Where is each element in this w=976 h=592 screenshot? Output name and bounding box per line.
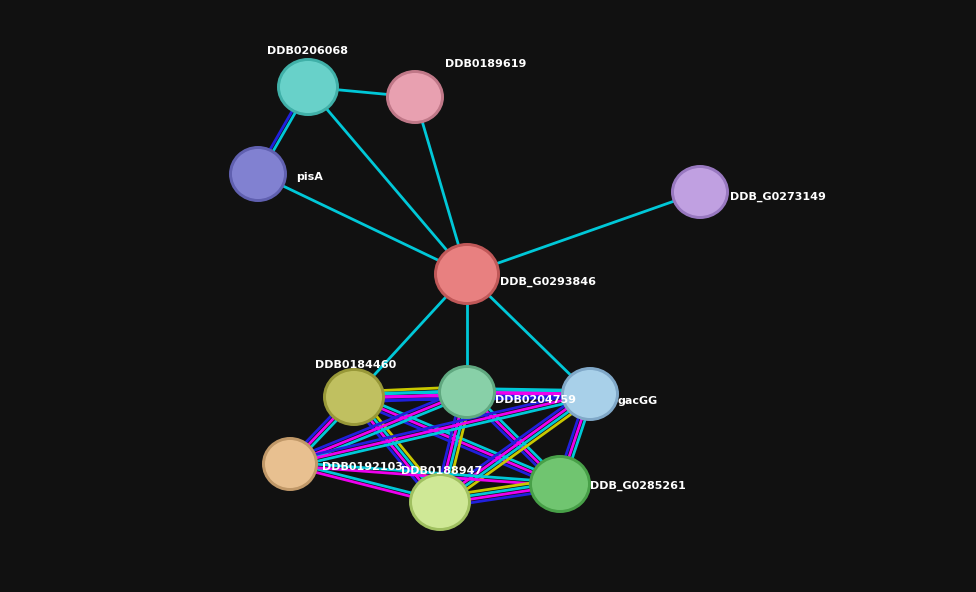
Ellipse shape — [229, 146, 287, 202]
Text: DDB_G0293846: DDB_G0293846 — [500, 277, 596, 287]
Ellipse shape — [441, 368, 493, 416]
Ellipse shape — [326, 371, 382, 423]
Ellipse shape — [277, 58, 339, 116]
Text: DDB0206068: DDB0206068 — [267, 46, 348, 56]
Text: DDB0184460: DDB0184460 — [315, 360, 396, 370]
Ellipse shape — [280, 61, 336, 113]
Ellipse shape — [434, 243, 500, 305]
Text: DDB_G0285261: DDB_G0285261 — [590, 481, 686, 491]
Ellipse shape — [529, 455, 591, 513]
Ellipse shape — [323, 368, 385, 426]
Ellipse shape — [262, 437, 318, 491]
Ellipse shape — [564, 370, 616, 418]
Ellipse shape — [438, 365, 496, 419]
Ellipse shape — [671, 165, 729, 219]
Ellipse shape — [674, 168, 726, 216]
Ellipse shape — [412, 476, 468, 528]
Ellipse shape — [265, 440, 315, 488]
Ellipse shape — [532, 458, 588, 510]
Ellipse shape — [409, 473, 471, 531]
Text: gacGG: gacGG — [618, 396, 658, 406]
Text: DDB0188947: DDB0188947 — [401, 466, 482, 476]
Text: pisA: pisA — [296, 172, 323, 182]
Ellipse shape — [437, 246, 497, 302]
Ellipse shape — [386, 70, 444, 124]
Text: DDB0189619: DDB0189619 — [445, 59, 526, 69]
Text: DDB0192103: DDB0192103 — [322, 462, 403, 472]
Text: DDB_G0273149: DDB_G0273149 — [730, 192, 826, 202]
Ellipse shape — [389, 73, 441, 121]
Ellipse shape — [232, 149, 284, 199]
Text: DDB0204759: DDB0204759 — [495, 395, 576, 405]
Ellipse shape — [561, 367, 619, 421]
